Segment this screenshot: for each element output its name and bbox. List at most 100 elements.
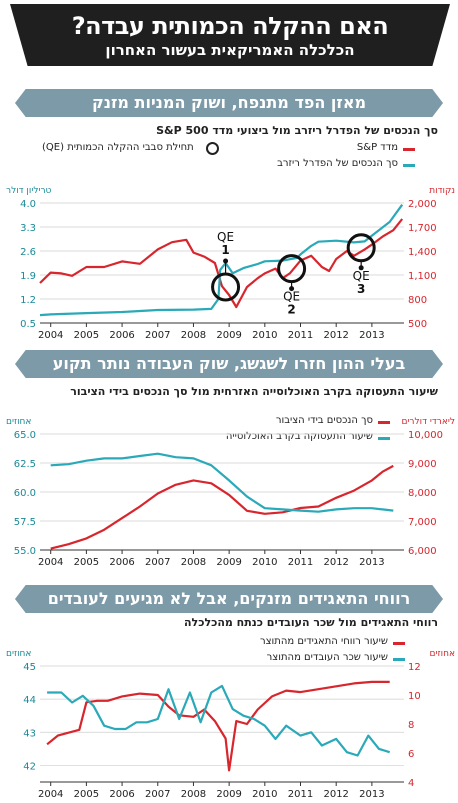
x-tick-label: 2012 [323, 557, 348, 568]
legend-profits: שיעור רווחי התאגידים מהתוצר [259, 636, 388, 647]
legend-fed: סך הנכסים של הפדרל ריזרב [277, 158, 398, 169]
x-tick-label: 2012 [323, 330, 348, 341]
left-tick-label: 43 [23, 728, 36, 739]
left-tick-label: 42 [23, 761, 36, 772]
section-2-band-title: בעלי ההון חזרו לשגשג, שוק העבודה נותר תק… [52, 354, 406, 373]
right-tick-label: 800 [408, 295, 427, 306]
x-tick-label: 2004 [38, 557, 63, 568]
x-tick-label: 2013 [359, 789, 384, 800]
x-tick-label: 2012 [323, 789, 348, 800]
left-tick-label: 2.6 [20, 247, 36, 258]
legend-wages: שיעור שכר העובדים מהתוצר [266, 652, 388, 663]
left-tick-label: 1.9 [20, 271, 36, 282]
left-axis-label: אחוזים [6, 649, 31, 659]
section-1-band-title: מאזן הפד מתנפח, ושוק המניות מזנק [91, 93, 367, 112]
x-tick-label: 2007 [145, 557, 170, 568]
x-tick-label: 2013 [359, 557, 384, 568]
x-tick-label: 2008 [181, 330, 206, 341]
left-tick-label: 0.5 [20, 319, 36, 330]
right-tick-label: 2,000 [408, 199, 437, 210]
left-tick-label: 62.5 [14, 459, 36, 470]
right-tick-label: 4 [408, 778, 414, 789]
right-tick-label: 1,100 [408, 271, 437, 282]
chart-2: 55.0 57.5 60.0 62.5 65.0 6,000 7,000 8,000 9,000… [6, 417, 455, 568]
series-line-1 [46, 680, 390, 772]
legend-fed-swatch [403, 164, 415, 167]
legend-assets-swatch [378, 421, 390, 424]
legend-employment-swatch [378, 437, 390, 440]
right-tick-label: 6,000 [408, 546, 437, 557]
right-tick-label: 1,400 [408, 247, 437, 258]
left-tick-label: 44 [23, 695, 36, 706]
legend-sp: מדד S&P [356, 142, 398, 153]
right-axis-label: אחוזים [430, 649, 455, 659]
x-tick-label: 2010 [252, 330, 277, 341]
qe-dot [223, 258, 229, 264]
series-line-2 [47, 684, 391, 757]
left-axis-label: טריליון דולר [6, 186, 52, 196]
x-tick-label: 2008 [181, 557, 206, 568]
page-subtitle: הכלכלה האמריקאית בעשור האחרון [105, 41, 355, 59]
x-tick-label: 2011 [288, 557, 313, 568]
x-tick-label: 2009 [216, 789, 241, 800]
left-tick-label: 57.5 [14, 517, 36, 528]
qe-circle-3 [346, 233, 376, 263]
left-tick-label: 3.3 [20, 223, 36, 234]
section-3-subtitle: רווחי התאגידים מול שכר העובדים כנתח מהכל… [184, 616, 438, 629]
series-line-1 [50, 464, 394, 550]
x-tick-label: 2010 [252, 557, 277, 568]
section-2-band: בעלי ההון חזרו לשגשג, שוק העבודה נותר תק… [15, 350, 443, 378]
x-tick-label: 2005 [74, 557, 99, 568]
qe-number: 3 [357, 282, 365, 296]
legend-qe: תחילת סבבי ההקלה הכמותית (QE) [42, 142, 194, 153]
qe-circle-1 [211, 272, 241, 302]
section-1-subtitle: סך הנכסים של הפדרל ריזרב מול ביצועי מדד … [156, 124, 438, 137]
legend-employment: שיעור התעסוקה בקרב האוכלוסייה [225, 431, 373, 442]
left-tick-label: 55.0 [14, 546, 36, 557]
legend-sp-swatch [403, 148, 415, 151]
qe-number: 2 [287, 303, 295, 317]
qe-dot [289, 286, 295, 292]
right-tick-label: 8,000 [408, 488, 437, 499]
x-tick-label: 2007 [145, 789, 170, 800]
x-tick-label: 2010 [252, 789, 277, 800]
right-tick-label: 10,000 [408, 430, 443, 441]
left-tick-label: 60.0 [14, 488, 36, 499]
section-2-subtitle: שיעור התעסוקה בקרב האוכלוסייה האזרחית מו… [70, 385, 438, 398]
right-axis-label: ליארדי דולרים [401, 417, 455, 427]
right-axis-label: נקודות [429, 186, 455, 196]
x-tick-label: 2008 [181, 789, 206, 800]
series-line-2 [50, 452, 394, 513]
right-tick-label: 7,000 [408, 517, 437, 528]
x-tick-label: 2004 [38, 789, 63, 800]
qe-label: QE [217, 230, 234, 244]
left-tick-label: 45 [23, 662, 36, 673]
left-tick-label: 1.2 [20, 295, 36, 306]
chart-1: 0.5 1.2 1.9 2.6 3.3 4.0 500 800 1,100 1,400 1,700 2… [6, 186, 455, 341]
x-tick-label: 2006 [109, 557, 134, 568]
right-tick-label: 6 [408, 749, 414, 760]
right-tick-label: 8 [408, 720, 414, 731]
section-1-band: מאזן הפד מתנפח, ושוק המניות מזנק [15, 89, 443, 117]
left-tick-label: 4.0 [20, 199, 36, 210]
x-tick-label: 2011 [288, 330, 313, 341]
qe-label: QE [283, 290, 300, 304]
x-tick-label: 2011 [288, 789, 313, 800]
qe-dot [358, 265, 364, 271]
x-tick-label: 2007 [145, 330, 170, 341]
page-title: האם ההקלה הכמותית עבדה? [71, 12, 389, 40]
section-3-band: רווחי התאגידים מזנקים, אבל לא מגיעים לעו… [15, 585, 443, 613]
right-tick-label: 500 [408, 319, 427, 330]
legend-qe-circle-icon [206, 142, 219, 155]
x-tick-label: 2006 [109, 789, 134, 800]
x-tick-label: 2004 [38, 330, 63, 341]
right-tick-label: 1,700 [408, 223, 437, 234]
series-line-2 [39, 204, 404, 317]
x-tick-label: 2005 [74, 330, 99, 341]
x-tick-label: 2009 [216, 557, 241, 568]
legend-profits-swatch [393, 642, 405, 645]
qe-label: QE [353, 269, 370, 283]
legend-assets: סך הנכסים בידי הציבור [275, 415, 373, 426]
x-tick-label: 2009 [216, 330, 241, 341]
